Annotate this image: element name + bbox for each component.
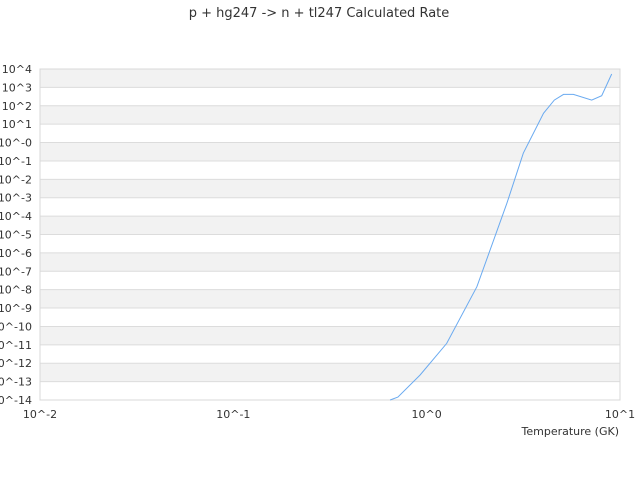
grid-band	[40, 105, 620, 125]
grid-band	[40, 363, 620, 382]
y-tick-label: 10^4	[2, 63, 32, 76]
y-tick-label: 10^-8	[0, 284, 32, 297]
grid-band	[40, 271, 620, 290]
grid-band	[40, 179, 620, 198]
y-tick-label: 10^-1	[0, 155, 32, 168]
grid-band	[40, 69, 620, 88]
grid-band	[40, 252, 620, 272]
y-tick-label: 10^-12	[0, 357, 32, 370]
plot-frame	[39, 68, 621, 401]
y-tick-label: 10^-10	[0, 320, 32, 333]
y-tick-label: 10^-0	[0, 137, 32, 150]
grid-band	[40, 326, 620, 345]
grid-band	[40, 289, 620, 309]
y-tick-label: 10^-3	[0, 192, 32, 205]
x-tick-label: 10^-2	[23, 408, 57, 421]
grid-band	[40, 344, 620, 364]
y-tick-label: 10^-14	[0, 394, 32, 407]
rate-line	[389, 73, 613, 401]
y-tick-label: 10^2	[2, 100, 32, 113]
y-tick-label: 10^-2	[0, 173, 32, 186]
y-tick-label: 10^-9	[0, 302, 32, 315]
grid-band	[40, 87, 620, 106]
x-tick-label: 10^1	[605, 408, 635, 421]
y-tick-label: 10^-11	[0, 339, 32, 352]
grid-band	[40, 124, 620, 143]
x-axis-label: Temperature (GK)	[521, 425, 620, 438]
y-tick-label: 10^3	[2, 81, 32, 94]
chart-title: p + hg247 -> n + tl247 Calculated Rate	[189, 6, 450, 21]
grid-band	[40, 160, 620, 180]
grid-band	[40, 216, 620, 235]
grid-band	[40, 197, 620, 217]
y-tick-label: 10^-7	[0, 265, 32, 278]
y-tick-label: 10^-4	[0, 210, 32, 223]
y-tick-label: 10^-5	[0, 229, 32, 242]
x-tick-label: 10^-1	[216, 408, 250, 421]
y-tick-label: 10^-13	[0, 376, 32, 389]
x-tick-label: 10^0	[412, 408, 442, 421]
y-tick-label: 10^1	[2, 118, 32, 131]
grid-band	[40, 234, 620, 253]
grid-band	[40, 308, 620, 327]
y-tick-label: 10^-6	[0, 247, 32, 260]
grid-band	[40, 142, 620, 161]
grid-band	[40, 381, 620, 400]
